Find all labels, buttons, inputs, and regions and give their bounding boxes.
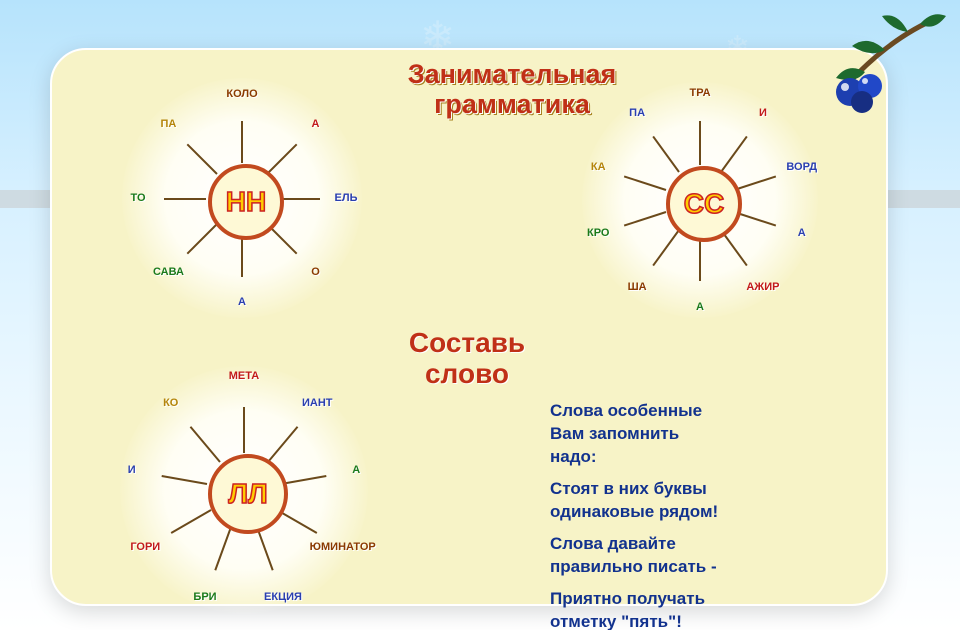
poem-line: Приятно получать <box>550 589 705 608</box>
sun-ray-label: ГОРИ <box>130 541 160 553</box>
poem-line: Слова особенные <box>550 401 702 420</box>
poem-stanza-4: Приятно получать отметку "пять"! <box>550 588 890 630</box>
sun-ray-label: ТО <box>130 192 145 204</box>
sun-ray-label: И <box>759 107 767 119</box>
poem-stanza-1: Слова особенные Вам запомнить надо: <box>550 400 890 469</box>
sun-ray-label: ЕКЦИЯ <box>264 591 302 603</box>
sun-hub-text: ЛЛ <box>228 478 267 510</box>
sun-hub-text: СС <box>684 188 724 220</box>
content-card: Занимательная грамматика КОЛО А ЕЛЬ О А САВА Т… <box>50 48 888 606</box>
sun-ray <box>164 198 206 200</box>
sun-ray-label: ЕЛЬ <box>335 192 358 204</box>
sun-ray-label: КОЛО <box>226 88 257 100</box>
sun-ray-label: ША <box>628 281 647 293</box>
sun-ray <box>278 198 320 200</box>
sun-ray-label: И <box>128 464 136 476</box>
sun-ray <box>243 407 245 453</box>
poem-line: Вам запомнить <box>550 424 679 443</box>
sun-ray-label: А <box>798 227 806 239</box>
sun-ray-label: АЖИР <box>746 281 779 293</box>
sun-ray-label: О <box>311 266 320 278</box>
sun-ray-label: ТРА <box>689 87 710 99</box>
poem-line: Слова давайте <box>550 534 676 553</box>
sun-hub: ЛЛ <box>208 454 288 534</box>
sun-ray-label: МЕТА <box>229 370 259 382</box>
sun-ray-label: А <box>352 464 360 476</box>
sun-ray-label: ИАНТ <box>302 397 333 409</box>
make-word-line-1: Составь <box>409 327 525 358</box>
poem-block: Слова особенные Вам запомнить надо: Стоя… <box>550 400 890 630</box>
sun-ray-label: А <box>312 118 320 130</box>
make-word-heading: Составь слово <box>352 328 582 390</box>
sun-ray <box>241 235 243 277</box>
poem-line: правильно писать - <box>550 557 717 576</box>
sun-ray <box>699 237 701 281</box>
title-line-1: Занимательная <box>408 59 617 89</box>
sun-ray-label: КА <box>591 161 606 173</box>
sun-ray-label: А <box>238 296 246 308</box>
page-root: ❄ ❄ Занимательная грамматика КОЛОАЕЛЬОАС… <box>0 0 960 630</box>
sun-ray <box>699 121 701 165</box>
sun-ray-label: БРИ <box>193 591 216 603</box>
sun-ray-label: КРО <box>587 227 609 239</box>
sun-hub: СС <box>666 166 742 242</box>
make-word-line-2: слово <box>425 358 509 389</box>
sun-ray-label: ПА <box>629 107 645 119</box>
sun-ray-label: А <box>696 301 704 313</box>
sun-ray-label: ВОРД <box>786 161 817 173</box>
poem-line: отметку "пять"! <box>550 612 682 630</box>
sun-hub-text: НН <box>226 186 266 218</box>
sun-ray-label: ПА <box>161 118 177 130</box>
title-line-2: грамматика <box>434 89 590 119</box>
poem-line: надо: <box>550 447 597 466</box>
poem-stanza-2: Стоят в них буквы одинаковые рядом! <box>550 478 890 524</box>
sun-hub: НН <box>208 164 284 240</box>
poem-line: Стоят в них буквы <box>550 479 707 498</box>
sun-ray-label: САВА <box>153 266 184 278</box>
sun-ray <box>241 121 243 163</box>
poem-line: одинаковые рядом! <box>550 502 718 521</box>
poem-stanza-3: Слова давайте правильно писать - <box>550 533 890 579</box>
sun-ray-label: ЮМИНАТОР <box>310 541 376 553</box>
sun-ray-label: КО <box>163 397 178 409</box>
